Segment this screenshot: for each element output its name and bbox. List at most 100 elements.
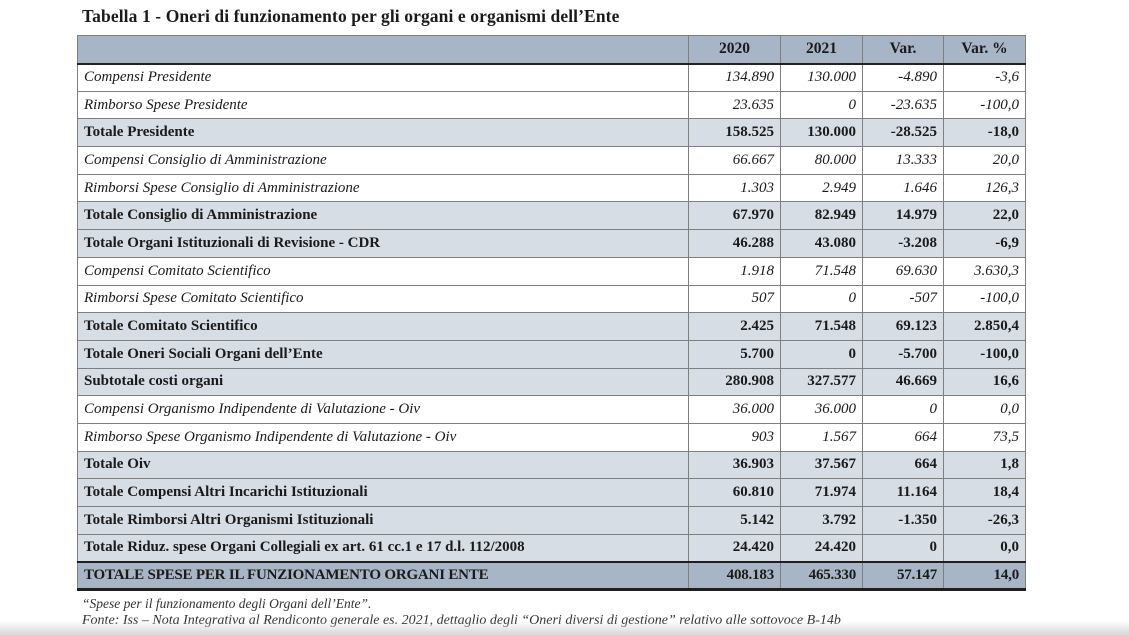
row-value: -28.525 (862, 118, 944, 148)
row-value: 280.908 (688, 367, 781, 397)
row-value: 24.420 (688, 533, 781, 563)
row-value: 664 (862, 422, 944, 452)
row-value: 126,3 (943, 173, 1026, 203)
row-value: -26,3 (943, 506, 1026, 535)
row-value: -507 (862, 284, 944, 314)
row-value: -6,9 (943, 229, 1026, 258)
row-value: 69.123 (862, 312, 944, 341)
table-row: Totale Consiglio di Amministrazione 67.97… (77, 201, 1026, 231)
table-row: Compensi Organismo Indipendente di Valut… (77, 395, 1026, 424)
table-row: Totale Presidente 158.525 130.000 -28.525 -1… (77, 118, 1026, 148)
row-value: 0,0 (943, 395, 1026, 424)
row-value: 36.903 (688, 450, 781, 480)
row-value: -1.350 (862, 506, 944, 535)
expenses-table: 2020 2021 Var. Var. % Compensi Presidente 13… (77, 35, 1026, 592)
row-value: -5.700 (862, 339, 944, 369)
row-label: Compensi Comitato Scientifico (77, 256, 689, 286)
row-value: 36.000 (780, 395, 863, 424)
row-value: 11.164 (862, 478, 944, 507)
row-value: 1.567 (780, 422, 863, 452)
row-value: 36.000 (688, 395, 781, 424)
row-value: -3.208 (862, 229, 944, 258)
row-label: Totale Rimborsi Altri Organismi Istituzi… (77, 506, 689, 535)
row-value: 408.183 (688, 560, 781, 592)
row-value: 0 (780, 90, 863, 120)
row-value: 60.810 (688, 478, 781, 507)
column-header-2020: 2020 (688, 35, 781, 65)
row-value: 80.000 (780, 146, 863, 175)
row-value: 465.330 (780, 560, 863, 592)
table-row: Rimborsi Spese Consiglio di Amministrazi… (77, 173, 1026, 203)
footnote-quote: “Spese per il funzionamento degli Organi… (82, 596, 372, 611)
row-value: -23.635 (862, 90, 944, 120)
row-value: 0 (780, 339, 863, 369)
row-label: Compensi Organismo Indipendente di Valut… (77, 395, 689, 424)
row-value: 0 (780, 284, 863, 314)
row-value: 1,8 (943, 450, 1026, 480)
column-header-var-: Var. % (943, 35, 1026, 65)
row-value: 57.147 (862, 560, 944, 592)
row-value: 507 (688, 284, 781, 314)
table-row: Compensi Presidente 134.890 130.000 -4.890-… (77, 63, 1026, 92)
table-row: Rimborso Spese Presidente 23.635 0 -23.635-… (77, 90, 1026, 120)
row-value: 134.890 (688, 63, 781, 92)
row-value: 2.949 (780, 173, 863, 203)
row-value: 66.667 (688, 146, 781, 175)
row-value: 37.567 (780, 450, 863, 480)
row-value: 13.333 (862, 146, 944, 175)
row-value: 46.669 (862, 367, 944, 397)
row-value: 1.303 (688, 173, 781, 203)
row-value: 71.548 (780, 312, 863, 341)
row-label: TOTALE SPESE PER IL FUNZIONAMENTO ORGANI… (77, 560, 689, 592)
row-label: Totale Organi Istituzionali di Revisione… (77, 229, 689, 258)
row-value: 1.646 (862, 173, 944, 203)
row-label: Totale Oiv (77, 450, 689, 480)
row-value: 2.425 (688, 312, 781, 341)
column-header-var-: Var. (862, 35, 944, 65)
row-label: Totale Riduz. spese Organi Collegiali ex… (77, 533, 689, 563)
row-value: 0 (862, 395, 944, 424)
row-value: 14,0 (943, 560, 1026, 592)
table-row: Totale Oiv 36.903 37.567 664 1,8 (77, 450, 1026, 480)
row-value: 158.525 (688, 118, 781, 148)
row-value: 23.635 (688, 90, 781, 120)
row-value: 16,6 (943, 367, 1026, 397)
row-label: Totale Compensi Altri Incarichi Istituzi… (77, 478, 689, 507)
row-value: 0 (862, 533, 944, 563)
table-title: Tabella 1 - Oneri di funzionamento per g… (82, 6, 620, 26)
row-value: 73,5 (943, 422, 1026, 452)
table-row: Totale Compensi Altri Incarichi Istituzi… (77, 478, 1026, 507)
row-value: 903 (688, 422, 781, 452)
table-row: Compensi Comitato Scientifico 1.918 71.548… (77, 256, 1026, 286)
row-value: 67.970 (688, 201, 781, 231)
table-row: TOTALE SPESE PER IL FUNZIONAMENTO ORGANI… (77, 560, 1026, 592)
row-value: 5.700 (688, 339, 781, 369)
row-label: Rimborso Spese Organismo Indipendente di… (77, 422, 689, 452)
row-value: 46.288 (688, 229, 781, 258)
row-value: 14.979 (862, 201, 944, 231)
page-bottom-edge (0, 621, 1129, 635)
table-row: Totale Rimborsi Altri Organismi Istituzi… (77, 506, 1026, 535)
row-value: 3.630,3 (943, 256, 1026, 286)
row-value: 1.918 (688, 256, 781, 286)
row-value: -100,0 (943, 339, 1026, 369)
row-value: 20,0 (943, 146, 1026, 175)
table-body: Compensi Presidente 134.890 130.000 -4.890-… (77, 63, 1026, 592)
row-value: 69.630 (862, 256, 944, 286)
row-value: -4.890 (862, 63, 944, 92)
row-value: 0,0 (943, 533, 1026, 563)
row-label: Compensi Presidente (77, 63, 689, 92)
table-row: Totale Oneri Sociali Organi dell’Ente 5.7… (77, 339, 1026, 369)
row-value: 327.577 (780, 367, 863, 397)
table-row: Totale Riduz. spese Organi Collegiali ex… (77, 533, 1026, 563)
row-value: 664 (862, 450, 944, 480)
row-value: 82.949 (780, 201, 863, 231)
row-value: 43.080 (780, 229, 863, 258)
row-value: 71.548 (780, 256, 863, 286)
row-value: -100,0 (943, 90, 1026, 120)
row-label: Subtotale costi organi (77, 367, 689, 397)
row-value: -100,0 (943, 284, 1026, 314)
row-value: 5.142 (688, 506, 781, 535)
row-value: 24.420 (780, 533, 863, 563)
table-row: Compensi Consiglio di Amministrazione 66.… (77, 146, 1026, 175)
